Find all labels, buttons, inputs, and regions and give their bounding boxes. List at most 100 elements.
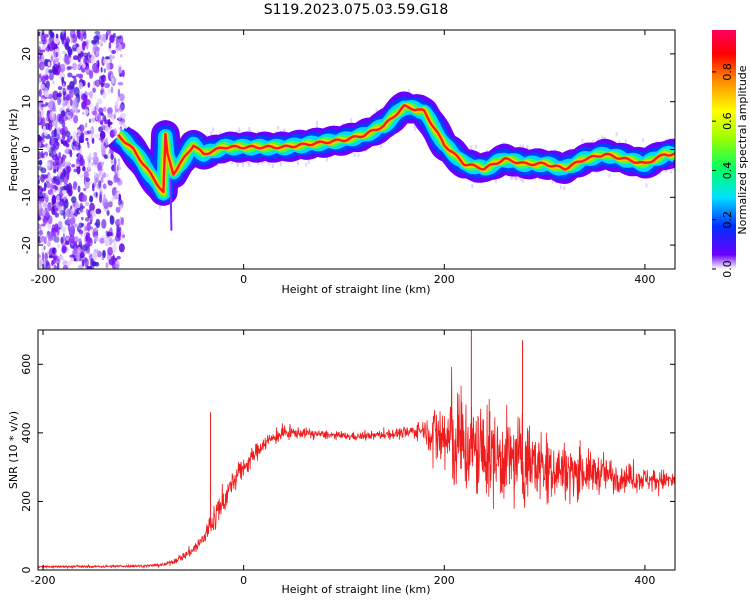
noise-mark	[57, 97, 61, 106]
noise-mark	[80, 33, 84, 42]
noise-mark	[102, 250, 106, 259]
noise-mark	[75, 106, 78, 115]
noise-mark	[100, 80, 106, 86]
noise-mark	[40, 75, 46, 84]
noise-mark	[118, 44, 123, 52]
noise-mark	[112, 244, 117, 253]
noise-mark	[72, 97, 78, 108]
x-tick-label: 0	[240, 273, 247, 286]
noise-mark	[78, 238, 82, 246]
noise-mark	[68, 57, 74, 63]
noise-mark	[91, 183, 95, 192]
noise-mark	[38, 40, 43, 45]
halo-mark	[380, 143, 383, 148]
halo-mark	[624, 139, 627, 144]
noise-mark	[77, 251, 80, 261]
noise-mark	[86, 266, 93, 269]
noise-mark	[117, 226, 122, 232]
noise-mark	[91, 161, 95, 167]
noise-mark	[118, 243, 125, 253]
noise-mark	[75, 73, 81, 78]
halo-mark	[260, 159, 263, 164]
noise-mark	[51, 154, 58, 161]
noise-mark	[69, 30, 76, 39]
colorbar-tick-label: 0.0	[721, 260, 734, 278]
noise-mark	[52, 168, 57, 174]
halo-mark	[559, 184, 562, 189]
noise-mark	[83, 188, 87, 192]
noise-mark	[91, 156, 98, 161]
noise-mark	[95, 218, 101, 229]
noise-mark	[102, 106, 107, 112]
noise-mark	[76, 30, 82, 36]
noise-mark	[101, 56, 105, 67]
noise-mark	[112, 128, 117, 137]
page-title: S119.2023.075.03.59.G18	[263, 2, 449, 18]
noise-mark	[98, 137, 105, 141]
noise-mark	[78, 35, 81, 40]
noise-mark	[87, 161, 91, 171]
noise-mark	[77, 264, 84, 269]
noise-mark	[67, 116, 73, 122]
noise-mark	[53, 50, 57, 59]
noise-mark	[81, 93, 87, 101]
spectrogram-panel: -200 0 200 400 -20 -10 0 10 20 Height of straigh…	[7, 29, 676, 296]
noise-mark	[77, 129, 81, 137]
noise-mark	[40, 97, 46, 101]
noise-mark	[72, 44, 77, 49]
colorbar-tick-label: 0.8	[721, 63, 734, 81]
halo-mark	[268, 161, 271, 166]
noise-mark	[98, 180, 102, 189]
noise-mark	[63, 154, 67, 159]
noise-mark	[77, 185, 81, 193]
noise-mark	[114, 104, 118, 114]
noise-mark	[92, 87, 97, 93]
noise-mark	[65, 108, 70, 113]
noise-mark	[38, 45, 41, 55]
noise-mark	[87, 82, 91, 88]
noise-mark	[38, 253, 41, 259]
noise-mark	[79, 156, 84, 166]
noise-mark	[38, 151, 42, 160]
noise-mark	[110, 153, 114, 160]
noise-mark	[70, 135, 73, 140]
noise-mark	[67, 72, 73, 78]
noise-mark	[43, 236, 47, 245]
noise-mark	[69, 254, 75, 258]
noise-mark	[38, 88, 42, 98]
noise-mark	[84, 108, 89, 116]
halo-mark	[470, 145, 473, 150]
noise-mark	[46, 144, 51, 152]
noise-mark	[99, 237, 105, 244]
noise-mark	[51, 194, 57, 205]
noise-mark	[62, 140, 68, 146]
colorbar-label: Normalized spectral amplitude	[736, 65, 749, 234]
noise-mark	[45, 161, 52, 170]
noise-mark	[48, 255, 54, 259]
noise-mark	[97, 113, 102, 123]
noise-mark	[105, 56, 110, 60]
noise-mark	[48, 222, 52, 230]
noise-mark	[114, 171, 119, 180]
noise-mark	[45, 67, 50, 75]
noise-mark	[107, 201, 113, 208]
y-tick-label: 10	[20, 95, 33, 109]
noise-mark	[71, 164, 76, 168]
noise-mark	[89, 195, 94, 203]
spectrogram-axes: -200 0 200 400 -20 -10 0 10 20	[20, 30, 675, 286]
halo-mark	[665, 168, 668, 173]
halo-mark	[315, 125, 318, 130]
noise-mark	[40, 173, 45, 183]
noise-mark	[45, 211, 50, 216]
halo-mark	[601, 135, 604, 140]
halo-mark	[279, 162, 282, 167]
noise-mark	[101, 256, 105, 261]
noise-mark	[100, 161, 105, 166]
noise-mark	[93, 190, 96, 199]
noise-mark	[100, 176, 104, 184]
noise-mark	[72, 138, 76, 146]
noise-mark	[50, 182, 53, 193]
noise-mark	[56, 194, 60, 203]
noise-mark	[57, 86, 63, 91]
noise-mark	[39, 225, 42, 231]
